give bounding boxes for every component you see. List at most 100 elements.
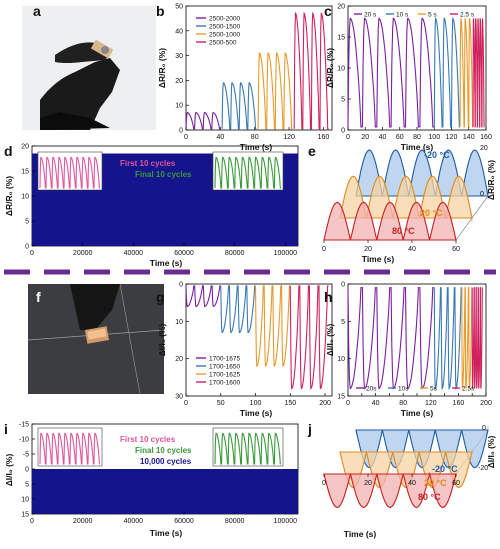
series-line-c-0 xyxy=(347,17,435,128)
axis-label-y-j: ΔI/I₀ (%) xyxy=(486,436,496,469)
chart-i: 0 20000 40000 60000 80000 100000 -15 -10 -5 0 5 10 1… xyxy=(4,422,299,538)
inset-final-cycles-d xyxy=(214,156,281,189)
x-tick-label-ph: 0 xyxy=(346,400,350,407)
y-tick-label-pc: 10 xyxy=(337,66,345,73)
x-tick-label-pi: 60000 xyxy=(174,518,194,525)
series-line-h-0 xyxy=(347,287,435,390)
x-tick-label-pe: 60 xyxy=(452,246,460,253)
y-tick-e-0: 0 xyxy=(480,191,484,198)
axis-label-y-g: ΔI/I₀ (%) xyxy=(157,324,167,357)
axis-label-y-d: ΔR/R₀ (%) xyxy=(4,176,14,216)
panel-letter-g: g xyxy=(156,289,165,305)
panel-a-photo xyxy=(22,6,156,130)
y-tick-label-pc: 0 xyxy=(341,128,345,135)
legend-label-b-0: 2500-2000 xyxy=(209,16,240,23)
series-label-j-0: -20 °C xyxy=(432,464,458,474)
y-tick-label-pc: 5 xyxy=(341,97,345,104)
legend-label-c-2: 5 s xyxy=(428,12,437,19)
x-tick-label-pg: 150 xyxy=(284,400,296,407)
y-tick-label-ph: 10 xyxy=(337,356,345,363)
series-label-e-1: 20 °C xyxy=(420,208,443,218)
panel-letter-i: i xyxy=(4,421,8,437)
series-area-pe-2 xyxy=(323,201,457,241)
series-label-j-2: 80 °C xyxy=(418,492,441,502)
y-tick-label-ph: 0 xyxy=(341,282,345,289)
x-tick-label-pd: 100000 xyxy=(274,250,297,257)
series-label-e-0: -20 °C xyxy=(424,150,450,160)
annotation-first-d: First 10 cycles xyxy=(120,159,176,168)
series-line-b-2 xyxy=(257,51,293,130)
x-tick-label-pg: 100 xyxy=(250,400,262,407)
x-tick-label-pc: 20 xyxy=(361,134,369,141)
y-tick-label-pd: 20 xyxy=(21,144,29,151)
x-tick-label-pb: 160 xyxy=(318,134,330,141)
inset-line-final-i xyxy=(214,432,281,465)
y-tick-label-pb: 40 xyxy=(175,28,183,35)
x-tick-label-pd: 40000 xyxy=(124,250,144,257)
y-tick-label-pb: 10 xyxy=(175,103,183,110)
series-label-j-1: 20 °C xyxy=(424,478,447,488)
axis-label-x-h: Time (s) xyxy=(401,408,434,418)
y-tick-j-0: 0 xyxy=(482,425,486,432)
series-line-b-3 xyxy=(293,11,329,130)
annotation-first-i: First 10 cycles xyxy=(120,435,176,444)
series-line-c-2 xyxy=(459,18,474,128)
y-tick-label-pi: -15 xyxy=(19,422,29,429)
y-tick-label-pi: -10 xyxy=(19,437,29,444)
panel-letter-j: j xyxy=(307,421,312,437)
x-tick-label-pc: 100 xyxy=(428,134,440,141)
panel-letter-a: a xyxy=(33,3,41,19)
inset-line-first-i xyxy=(39,432,100,465)
x-tick-label-ph: 80 xyxy=(399,400,407,407)
y-tick-label-pg: 10 xyxy=(175,319,183,326)
annotation-final-i: Final 10 cycles xyxy=(135,446,192,455)
legend-label-b-3: 2500-500 xyxy=(209,40,237,47)
axis-label-x-g: Time (s) xyxy=(240,408,273,418)
y-tick-label-ph: 5 xyxy=(341,319,345,326)
series-line-b-1 xyxy=(221,82,257,130)
legend-label-b-1: 2500-1500 xyxy=(209,24,240,31)
inset-line-first-d xyxy=(39,156,100,189)
x-tick-label-pi: 0 xyxy=(30,518,34,525)
axis-label-x-b: Time (s) xyxy=(240,142,273,152)
legend-label-h-0: 20s xyxy=(366,386,377,393)
legend-label-g-1: 1700-1650 xyxy=(209,364,240,371)
annotation-cycles-i: 10,000 cycles xyxy=(140,457,192,466)
legend-c: 20 s 10 s 5 s 2.5 s xyxy=(354,12,475,19)
legend-label-g-0: 1700-1675 xyxy=(209,356,240,363)
series-label-e-2: 80 °C xyxy=(392,226,415,236)
x-tick-label-pi: 20000 xyxy=(73,518,93,525)
y-tick-label-pg: 0 xyxy=(179,282,183,289)
inset-first-cycles-d xyxy=(39,156,100,189)
chart-d: 0 20000 40000 60000 80000 100000 0 5 10 15 20 Firs… xyxy=(4,144,299,268)
x-tick-label-pj: 40 xyxy=(408,480,416,487)
x-tick-label-pb: 0 xyxy=(184,134,188,141)
axis-label-y-e: ΔR/R₀ (%) xyxy=(486,160,496,200)
y-tick-label-pd: 15 xyxy=(21,169,29,176)
series-line-g-1 xyxy=(220,285,256,334)
x-tick-label-pc: 120 xyxy=(446,134,458,141)
x-tick-label-pi: 100000 xyxy=(274,518,297,525)
series-line-c-3 xyxy=(472,18,485,128)
chart-b: 0 40 80 120 160 0 10 20 30 40 50 2500-20002500-150… xyxy=(157,4,333,152)
legend-label-h-3: 2.5s xyxy=(462,386,475,393)
y-tick-label-pc: 15 xyxy=(337,35,345,42)
x-tick-label-pj: 20 xyxy=(364,480,372,487)
x-tick-label-pb: 40 xyxy=(216,134,224,141)
chart-c: 0 20 40 60 80 100 120 140 160 0 5 10 15 20 20 s 10 s 5 … xyxy=(325,4,492,153)
x-tick-label-pe: 40 xyxy=(408,246,416,253)
series-line-g-2 xyxy=(254,285,291,368)
axis-label-x-i: Time (s) xyxy=(150,528,183,538)
axis-label-x-e: Time (s) xyxy=(362,254,395,264)
y-tick-label-pi: 0 xyxy=(25,467,29,474)
series-line-c-1 xyxy=(433,16,461,128)
legend-label-c-0: 20 s xyxy=(364,12,377,19)
y-tick-label-pb: 30 xyxy=(175,53,183,60)
series-line-g-0 xyxy=(185,285,221,308)
x-tick-label-pc: 0 xyxy=(346,134,350,141)
baseline-pj-0 xyxy=(356,426,489,431)
y-tick-label-pd: 10 xyxy=(21,194,29,201)
axis-label-y-b: ΔR/R₀ (%) xyxy=(157,48,167,88)
